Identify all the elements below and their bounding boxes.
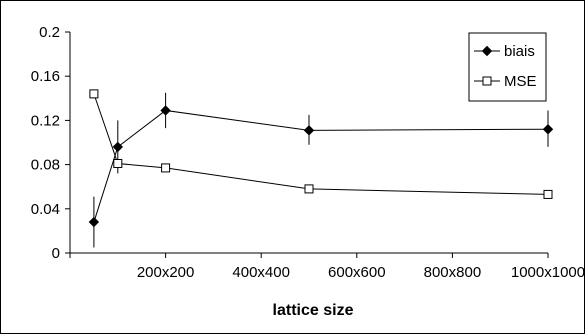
point-biais [88,216,100,228]
y-tick-label: 0.16 [31,68,60,85]
y-tick-label: 0.04 [31,201,60,218]
point-biais [160,105,171,116]
x-ticks: 200x200 400x400 600x600 800x800 1000x1000 [69,253,585,281]
x-tick-label: 800x800 [424,264,482,281]
legend-marker-biais [481,45,493,57]
point-MSE [89,89,99,99]
x-tick-label: 400x400 [232,264,290,281]
point-MSE [304,184,314,194]
y-tick-label: 0.08 [31,157,60,174]
legend-item-biais: biais [474,43,535,60]
point-biais [303,125,315,136]
series-MSE [89,89,553,199]
point-biais [112,141,124,153]
point-MSE [161,163,171,173]
y-ticks: 0 0.04 0.08 0.12 0.16 0.2 [31,24,70,262]
point-biais [542,124,554,135]
x-tick-label: 200x200 [137,264,195,281]
legend-label-MSE: MSE [504,73,537,90]
legend-item-MSE: MSE [474,73,537,90]
x-tick-label: 600x600 [328,264,386,281]
point-MSE [113,158,123,168]
legend-box [468,32,547,102]
x-tick-label: 1000x1000 [511,264,585,281]
y-tick-label: 0.12 [31,112,60,129]
y-tick-label: 0.2 [39,24,60,41]
series-biais [88,92,554,248]
y-tick-label: 0 [52,245,60,262]
series-layer [88,89,554,248]
legend: biais MSE [468,32,547,102]
legend-label-biais: biais [504,43,535,60]
legend-marker-MSE [482,76,492,86]
axes [69,32,548,254]
point-MSE [543,189,553,199]
x-axis-label: lattice size [273,302,354,319]
